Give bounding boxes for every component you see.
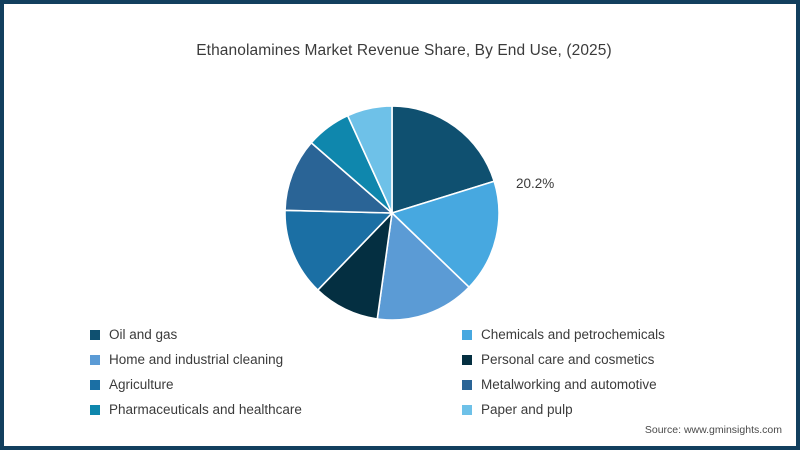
legend-swatch-icon: [90, 379, 100, 390]
legend-item[interactable]: Oil and gas: [90, 328, 462, 342]
legend-item[interactable]: Pharmaceuticals and healthcare: [90, 403, 462, 417]
legend-item-label: Oil and gas: [109, 326, 178, 342]
legend-item-label: Agriculture: [109, 376, 174, 392]
legend-swatch-icon: [90, 354, 100, 365]
pie-slice[interactable]: [391, 105, 495, 214]
chart-legend: Oil and gas Chemicals and petrochemicals H…: [90, 322, 730, 422]
legend-item-label: Paper and pulp: [481, 401, 573, 417]
page-title: Ethanolamines Market Revenue Share, By E…: [196, 42, 612, 59]
pie-slice[interactable]: [284, 141, 393, 214]
legend-swatch-icon: [462, 379, 472, 390]
legend-item[interactable]: Paper and pulp: [462, 403, 730, 417]
legend-item-label: Personal care and cosmetics: [481, 351, 655, 367]
pie-slice-group: [284, 105, 500, 321]
source-note: Source: www.gminsights.com: [644, 424, 782, 436]
legend-item[interactable]: Metalworking and automotive: [462, 378, 730, 392]
legend-item[interactable]: Personal care and cosmetics: [462, 353, 730, 367]
pie-chart: [283, 104, 501, 322]
legend-item[interactable]: Home and industrial cleaning: [90, 353, 462, 367]
legend-swatch-icon: [462, 404, 472, 415]
legend-item-label: Home and industrial cleaning: [109, 351, 284, 367]
legend-swatch-icon: [90, 404, 100, 415]
legend-swatch-icon: [90, 329, 100, 340]
legend-swatch-icon: [462, 354, 472, 365]
legend-item-label: Chemicals and petrochemicals: [481, 326, 665, 342]
legend-item-label: Pharmaceuticals and healthcare: [109, 401, 302, 417]
legend-swatch-icon: [462, 329, 472, 340]
pie-slice[interactable]: [376, 212, 470, 321]
slice-value-label: 20.2%: [516, 176, 555, 191]
legend-item[interactable]: Chemicals and petrochemicals: [462, 328, 730, 342]
legend-item-label: Metalworking and automotive: [481, 376, 657, 392]
legend-item[interactable]: Agriculture: [90, 378, 462, 392]
pie-slice[interactable]: [391, 180, 500, 289]
pie-chart-svg: [284, 105, 500, 321]
pie-slice[interactable]: [284, 209, 393, 291]
pie-slice[interactable]: [346, 105, 393, 214]
